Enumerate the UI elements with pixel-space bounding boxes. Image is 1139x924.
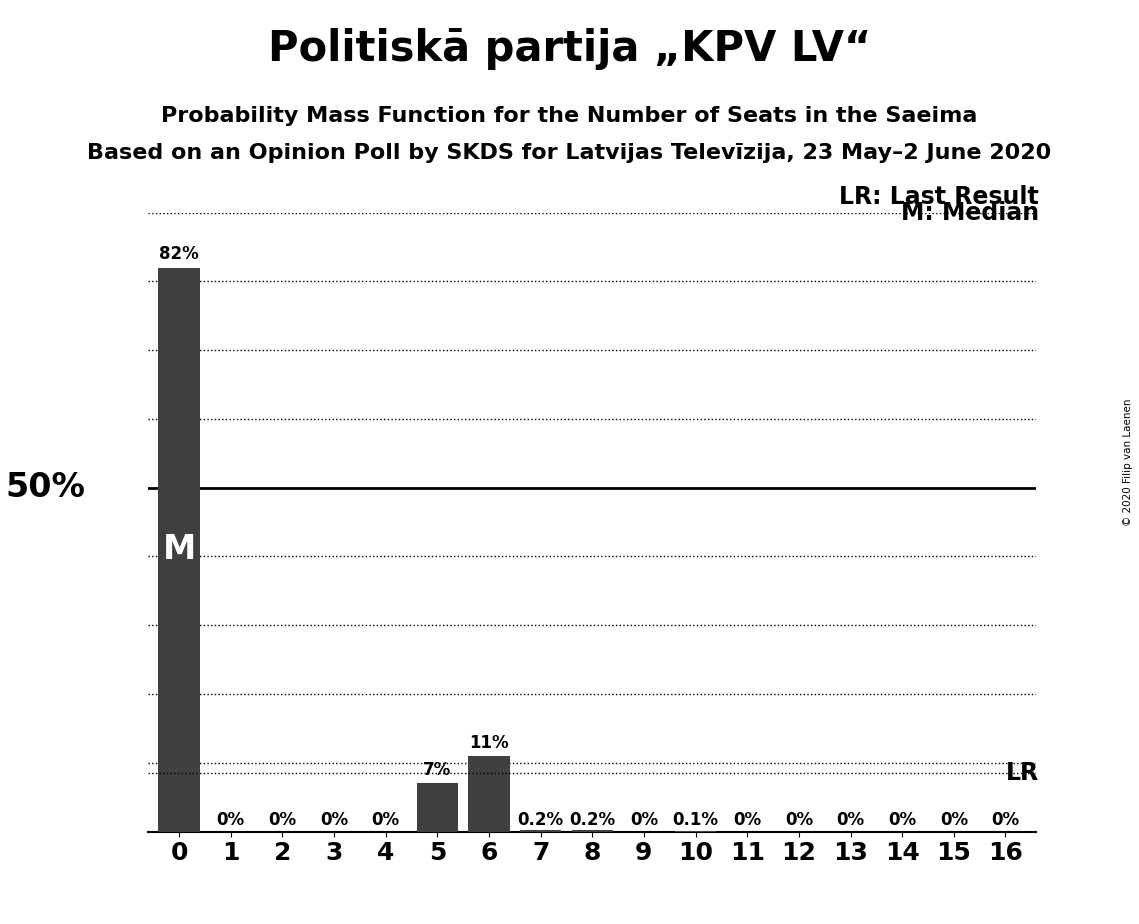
Bar [572,831,613,832]
Text: 0%: 0% [991,811,1019,829]
Text: 0%: 0% [888,811,916,829]
Text: 0%: 0% [269,811,296,829]
Text: 0%: 0% [216,811,245,829]
Bar [417,784,458,832]
Text: 0%: 0% [940,811,968,829]
Text: Politiskā partija „KPV LV“: Politiskā partija „KPV LV“ [268,28,871,69]
Text: M: Median: M: Median [901,201,1039,225]
Text: 7%: 7% [424,761,451,779]
Text: 0%: 0% [785,811,813,829]
Text: 0%: 0% [371,811,400,829]
Text: 11%: 11% [469,734,509,752]
Text: Probability Mass Function for the Number of Seats in the Saeima: Probability Mass Function for the Number… [162,106,977,127]
Text: Based on an Opinion Poll by SKDS for Latvijas Televīzija, 23 May–2 June 2020: Based on an Opinion Poll by SKDS for Lat… [88,143,1051,164]
Bar [158,268,199,832]
Text: 0%: 0% [734,811,761,829]
Text: 0%: 0% [836,811,865,829]
Text: 50%: 50% [6,471,85,505]
Bar [468,756,509,832]
Text: 0.1%: 0.1% [673,811,719,829]
Text: M: M [163,533,196,566]
Text: 0%: 0% [630,811,658,829]
Text: © 2020 Filip van Laenen: © 2020 Filip van Laenen [1123,398,1133,526]
Text: LR: LR [1006,761,1039,785]
Text: 0%: 0% [320,811,349,829]
Bar [521,831,562,832]
Text: 82%: 82% [159,246,199,263]
Text: 0.2%: 0.2% [570,811,615,829]
Text: 0.2%: 0.2% [517,811,564,829]
Text: LR: Last Result: LR: Last Result [839,185,1039,209]
